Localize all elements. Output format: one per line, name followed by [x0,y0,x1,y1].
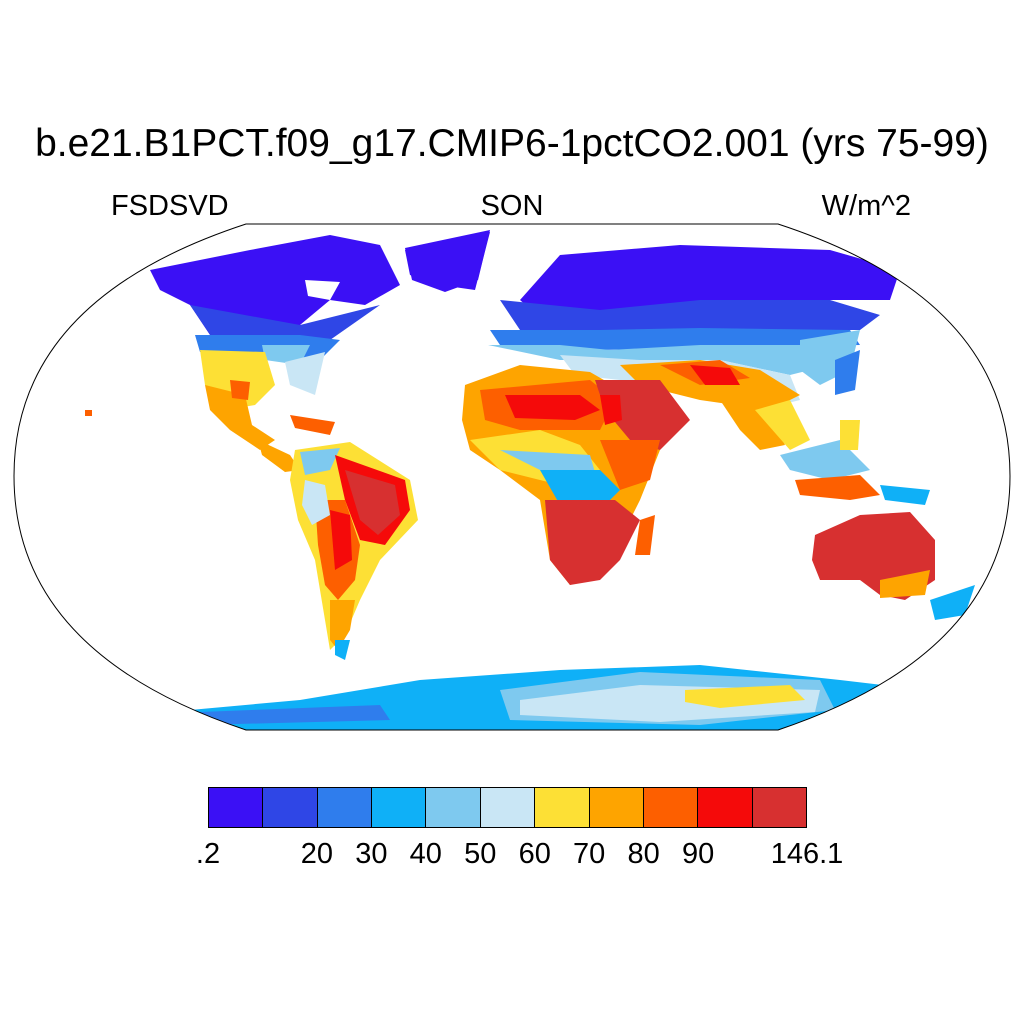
greenland-region [405,230,490,292]
plot-title: b.e21.B1PCT.f09_g17.CMIP6-1pctCO2.001 (y… [35,122,989,165]
colorbar-label: 146.1 [770,838,844,870]
colorbar-label: 50 [464,838,497,870]
colorbar-box-9 [698,788,753,827]
colorbar-box-6 [535,788,590,827]
antarctica-region [14,665,1010,730]
colorbar-label: 90 [681,838,715,870]
australia-region [812,512,975,620]
maritime-asia-region [780,420,930,505]
colorbar-box-3 [372,788,427,827]
season-label: SON [480,190,544,222]
colorbar-label: .2 [195,838,221,870]
colorbar-label: 80 [627,838,660,870]
colorbar-label: 70 [573,838,606,870]
south-america-region [290,442,418,660]
colorbar-box-1 [263,788,318,827]
africa-region [462,365,690,585]
colorbar-box-8 [643,788,699,827]
colorbar-box-0 [209,788,264,827]
caribbean-region [85,410,335,472]
eurasia-region [488,245,900,450]
units-label: W/m^2 [821,190,911,222]
variable-label: FSDSVD [111,190,229,222]
colorbar-box-2 [317,788,373,827]
map-border [13,223,1011,731]
colorbar-label: 40 [409,838,442,870]
colorbar-label: 30 [355,838,388,870]
colorbar-box-7 [589,788,644,827]
colorbar-label: 60 [518,838,551,870]
colorbar-box-5 [480,788,536,827]
colorbar-box-4 [426,788,481,827]
colorbar-label: 20 [300,838,334,870]
colorbar [208,787,807,828]
colorbar-box-10 [752,788,806,827]
